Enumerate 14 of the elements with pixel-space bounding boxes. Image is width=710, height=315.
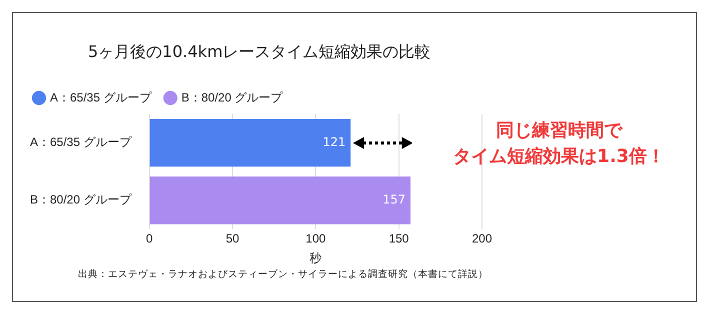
annotation: タイム短縮効果は1.3倍！ <box>452 145 666 170</box>
source-note: 出典：エステヴェ・ラナオおよびスティーブン・サイラーによる調査研究（本書にて詳説） <box>78 268 488 281</box>
chart-title: 5ヶ月後の10.4kmレースタイム短縮効果の比較 <box>88 42 431 63</box>
x-tick-label: 100 <box>306 232 326 246</box>
x-tick-label: 0 <box>146 232 154 246</box>
legend-label: B：80/20 グループ <box>181 90 284 104</box>
data-label: 121 <box>322 134 346 149</box>
text: 同じ練習時間で <box>495 119 624 143</box>
data-label: 157 <box>382 192 406 207</box>
x-tick-label: 50 <box>226 232 240 246</box>
x-tick-label: 200 <box>472 232 492 246</box>
x-axis-title: 秒 <box>310 251 322 266</box>
x-tick-label: 150 <box>388 232 410 246</box>
legend-label: A：65/35 グループ <box>50 90 152 104</box>
